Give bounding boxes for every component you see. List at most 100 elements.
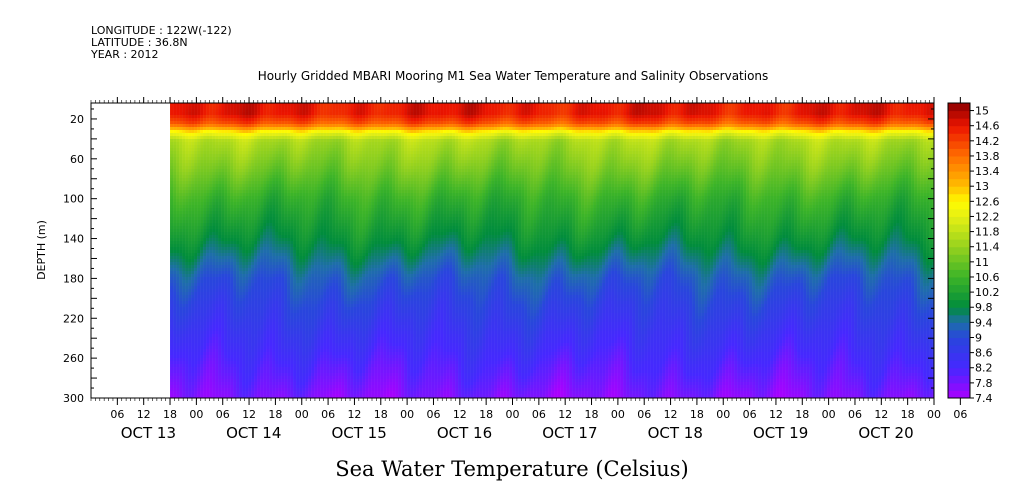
heatmap-cell [263,331,267,334]
heatmap-cell [242,160,246,163]
heatmap-cell [224,124,228,127]
heatmap-cell [263,256,267,259]
heatmap-cell [242,184,246,187]
heatmap-cell [218,286,222,289]
heatmap-cell [314,193,318,196]
heatmap-cell [209,298,213,301]
heatmap-cell [233,280,237,283]
heatmap-cell [266,382,270,385]
heatmap-cell [281,172,285,175]
heatmap-cell [230,178,234,181]
heatmap-cell [221,268,225,271]
heatmap-cell [233,382,237,385]
heatmap-cell [203,346,207,349]
heatmap-cell [212,106,216,109]
heatmap-cell [242,373,246,376]
heatmap-cell [299,175,303,178]
heatmap-cell [215,379,219,382]
heatmap-cell [254,172,258,175]
heatmap-cell [299,385,303,388]
heatmap-cell [281,394,285,397]
heatmap-cell [257,331,261,334]
heatmap-cell [194,211,198,214]
heatmap-cell [278,163,282,166]
heatmap-cell [251,280,255,283]
heatmap-cell [272,118,276,121]
heatmap-cell [191,373,195,376]
heatmap-cell [173,388,177,391]
heatmap-cell [248,319,252,322]
heatmap-cell [278,130,282,133]
heatmap-cell [272,346,276,349]
heatmap-cell [176,181,180,184]
heatmap-cell [185,199,189,202]
heatmap-cell [305,322,309,325]
heatmap-cell [206,205,210,208]
heatmap-cell [182,106,186,109]
heatmap-cell [284,136,288,139]
heatmap-cell [212,169,216,172]
heatmap-cell [236,343,240,346]
heatmap-cell [275,394,279,397]
heatmap-cell [254,337,258,340]
heatmap-cell [200,355,204,358]
heatmap-cell [242,313,246,316]
heatmap-cell [290,364,294,367]
heatmap-cell [263,280,267,283]
heatmap-cell [260,241,264,244]
heatmap-cell [194,223,198,226]
heatmap-cell [305,250,309,253]
heatmap-cell [266,352,270,355]
heatmap-cell [245,160,249,163]
heatmap-cell [257,157,261,160]
heatmap-cell [260,349,264,352]
heatmap-cell [212,262,216,265]
heatmap-cell [290,109,294,112]
heatmap-cell [278,343,282,346]
heatmap-cell [248,364,252,367]
heatmap-cell [224,352,228,355]
heatmap-cell [248,295,252,298]
heatmap-cell [278,367,282,370]
heatmap-cell [311,301,315,304]
heatmap-cell [251,373,255,376]
heatmap-cell [275,211,279,214]
heatmap-cell [206,208,210,211]
heatmap-cell [227,388,231,391]
heatmap-cell [314,154,318,157]
heatmap-cell [236,355,240,358]
heatmap-cell [254,370,258,373]
heatmap-cell [257,175,261,178]
heatmap-cell [242,250,246,253]
heatmap-cell [266,163,270,166]
heatmap-cell [272,181,276,184]
heatmap-cell [254,313,258,316]
heatmap-cell [179,337,183,340]
heatmap-cell [209,268,213,271]
heatmap-cell [212,121,216,124]
heatmap-cell [269,250,273,253]
heatmap-cell [227,262,231,265]
heatmap-cell [227,238,231,241]
heatmap-cell [251,250,255,253]
heatmap-cell [176,274,180,277]
heatmap-cell [197,157,201,160]
heatmap-cell [254,385,258,388]
heatmap-cell [173,199,177,202]
heatmap-cell [275,253,279,256]
heatmap-cell [227,346,231,349]
heatmap-cell [185,139,189,142]
heatmap-cell [242,358,246,361]
heatmap-cell [302,340,306,343]
heatmap-cell [212,139,216,142]
heatmap-cell [278,202,282,205]
heatmap-cell [221,127,225,130]
heatmap-cell [182,190,186,193]
heatmap-cell [194,292,198,295]
heatmap-cell [191,301,195,304]
heatmap-cell [203,289,207,292]
heatmap-cell [236,157,240,160]
heatmap-cell [272,130,276,133]
heatmap-cell [224,322,228,325]
heatmap-cell [173,268,177,271]
